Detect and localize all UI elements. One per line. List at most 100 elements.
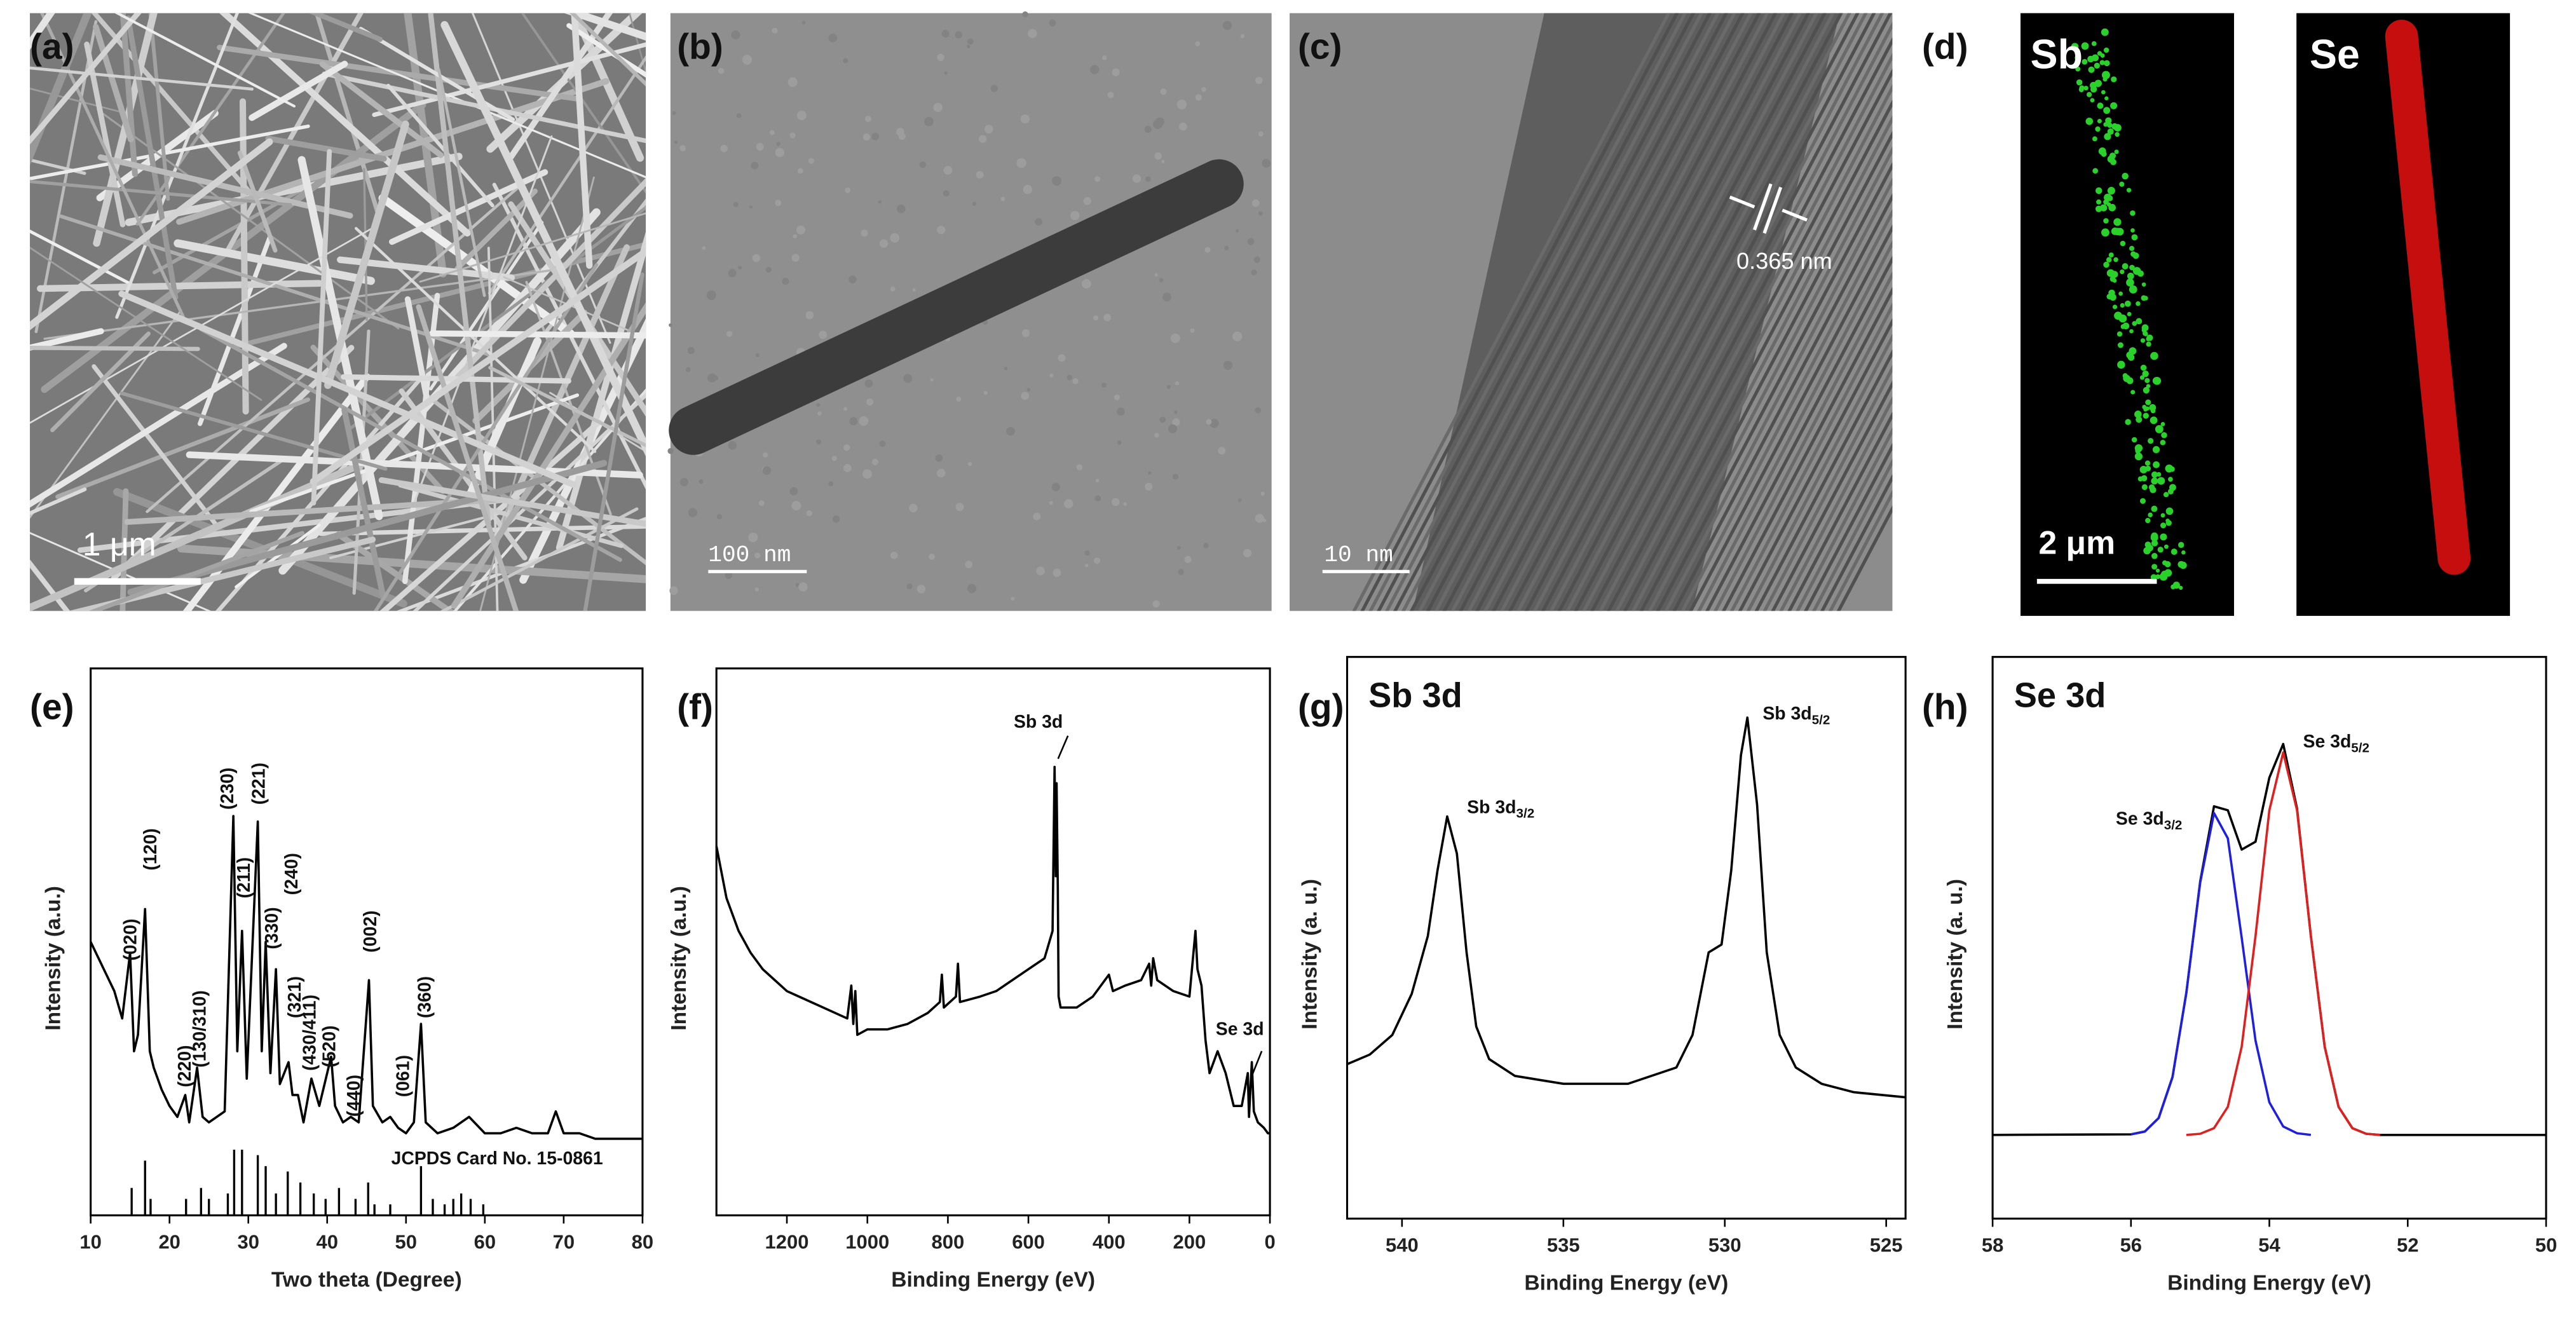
noise: [742, 55, 753, 65]
nanowire: [372, 42, 646, 118]
noise: [862, 133, 871, 141]
nanowire: [628, 13, 646, 75]
noise: [965, 561, 973, 569]
noise: [933, 102, 943, 112]
peak-label: (020): [121, 918, 141, 960]
nanowire: [217, 44, 580, 102]
noise: [1095, 479, 1100, 483]
noise: [731, 30, 740, 40]
fringe: [1532, 13, 1851, 611]
noise: [1145, 482, 1153, 491]
noise: [866, 398, 874, 406]
sb-dot: [2143, 547, 2151, 555]
sb-dot: [2140, 338, 2146, 343]
noise: [1258, 131, 1264, 137]
sb-dot: [2110, 102, 2118, 109]
noise: [669, 586, 678, 595]
noise: [1253, 256, 1260, 263]
peak-label: (061): [393, 1055, 414, 1097]
peak-label: (221): [249, 763, 269, 805]
sb-dot: [2119, 181, 2125, 187]
sb-dot: [2171, 548, 2177, 555]
noise: [848, 275, 857, 283]
noise: [1152, 600, 1160, 608]
nanowire: [363, 168, 368, 321]
sb-dot: [2156, 472, 2162, 477]
x-tick-label: 400: [1093, 1230, 1126, 1253]
sb-dot: [2114, 149, 2119, 154]
x-tick-label: 535: [1547, 1234, 1580, 1256]
nanowire: [265, 135, 387, 162]
noise: [685, 367, 691, 372]
sb-dot: [2100, 53, 2105, 58]
noise: [1161, 160, 1165, 163]
noise: [736, 113, 742, 118]
y-axis-title: Intensity (a.u.): [667, 886, 691, 1031]
noise: [879, 239, 889, 248]
noise: [943, 166, 953, 175]
spectrum-line: [2186, 751, 2380, 1136]
noise: [769, 130, 775, 135]
x-tick-label: 50: [2535, 1234, 2557, 1256]
sb-dot: [2116, 331, 2123, 337]
sb-dot: [2151, 477, 2158, 485]
fringe: [1771, 380, 1893, 611]
sb-dot: [2139, 498, 2146, 504]
noise: [1160, 88, 1167, 95]
sb-dot: [2107, 187, 2115, 195]
nanowire: [30, 459, 368, 611]
spacing-marker: [1729, 183, 1808, 234]
sb-dot: [2118, 291, 2123, 296]
nanowire: [199, 327, 622, 562]
noise: [1049, 373, 1054, 378]
peak-annotation: Sb 3d3/2: [1467, 797, 1534, 821]
fringe: [1721, 287, 1893, 611]
sb-dot: [2151, 552, 2158, 559]
noise: [1195, 41, 1201, 46]
nanowire: [125, 15, 179, 301]
noise: [1123, 502, 1128, 507]
x-tick-label: 70: [553, 1230, 575, 1253]
noise: [890, 552, 898, 559]
noise: [672, 111, 676, 115]
fringe: [1549, 13, 1868, 611]
noise: [1168, 424, 1177, 433]
noise: [1004, 367, 1008, 371]
sb-dot: [2075, 55, 2081, 61]
noise: [1260, 491, 1265, 496]
leader-line: [1057, 735, 1069, 759]
sb-dot: [2151, 540, 2158, 547]
noise: [1240, 34, 1245, 39]
noise: [787, 77, 798, 87]
noise: [749, 205, 753, 209]
noise: [1117, 440, 1122, 445]
sb-dot: [2137, 270, 2144, 277]
sb-dot: [2113, 218, 2122, 226]
sb-dot: [2129, 285, 2137, 294]
x-tick-label: 40: [317, 1230, 338, 1253]
fringe: [1614, 83, 1893, 611]
noise: [816, 403, 821, 407]
noise: [793, 234, 798, 239]
x-axis-title: Binding Energy (eV): [2167, 1272, 2371, 1295]
sb-dot: [2091, 41, 2097, 46]
noise: [1237, 498, 1242, 502]
sb-dot: [2111, 271, 2118, 278]
peak-label: (240): [282, 853, 302, 895]
nanowire: [454, 177, 646, 380]
fringe: [1787, 411, 1893, 611]
noise: [1247, 238, 1255, 245]
nanowire: [30, 328, 104, 351]
sb-dot: [2113, 228, 2122, 236]
sb-dot: [2120, 269, 2125, 275]
fringe: [1574, 13, 1893, 611]
sb-dot: [2099, 60, 2105, 65]
noise: [828, 33, 838, 43]
noise: [758, 500, 765, 507]
noise: [1162, 292, 1171, 302]
noise: [1236, 229, 1239, 233]
noise: [1159, 416, 1166, 423]
noise: [896, 204, 906, 214]
sb-dot: [2143, 386, 2150, 394]
noise: [990, 85, 998, 92]
